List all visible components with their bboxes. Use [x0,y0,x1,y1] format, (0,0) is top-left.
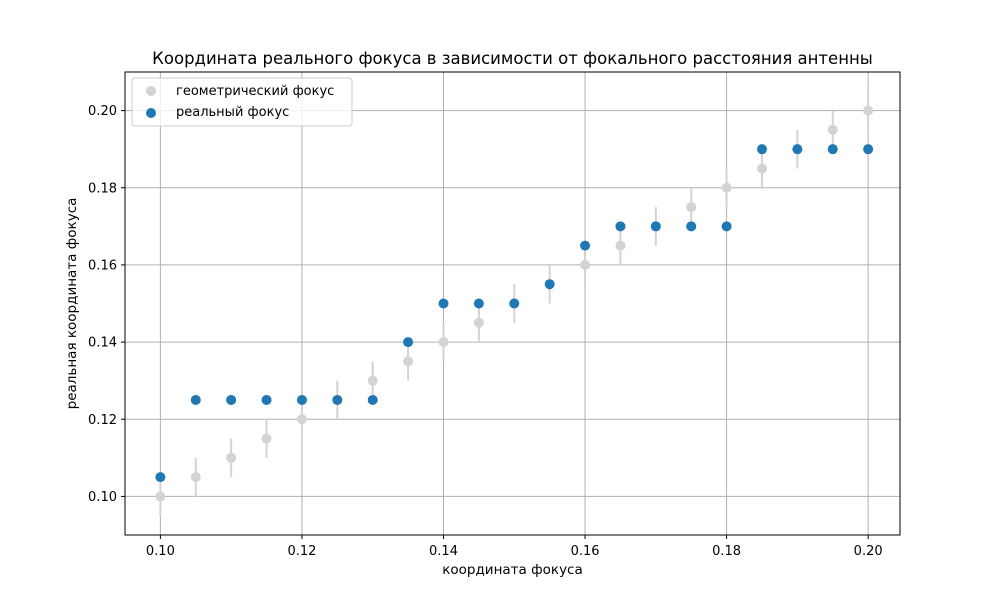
geometric-focus-point [155,491,166,502]
geometric-focus-point [473,317,484,328]
axes-frame [124,71,901,536]
legend: геометрический фокус реальный фокус [131,77,353,127]
x-tick-label: 0.16 [571,544,600,559]
geometric-focus-point [756,163,767,174]
x-tick-label: 0.14 [429,544,458,559]
y-tick-label: 0.20 [88,104,117,119]
real-focus-point [367,394,378,405]
x-tick-label: 0.12 [287,544,316,559]
geometric-focus-point [190,472,201,483]
real-focus-point [296,394,307,405]
geometric-focus-point [367,375,378,386]
x-axis-ticks: 0.10 0.12 0.14 0.16 0.18 0.20 [146,535,883,559]
y-axis-label: реальная координата фокуса [64,198,80,410]
real-focus-point [155,472,166,483]
real-focus-point [473,298,484,309]
x-tick-label: 0.10 [146,544,175,559]
legend-label-geometric-focus: геометрический фокус [176,84,334,99]
series-real-focus [155,144,874,483]
geometric-focus-point [580,259,591,270]
real-focus-point [509,298,520,309]
real-focus-point [650,221,661,232]
geometric-focus-point [686,202,697,213]
legend-box [131,77,353,127]
geometric-focus-point [721,182,732,193]
real-focus-point [438,298,449,309]
y-tick-label: 0.14 [88,336,117,351]
real-focus-point [580,240,591,251]
geometric-focus-point [296,414,307,425]
real-focus-point [863,144,874,155]
geometric-focus-point [438,337,449,348]
y-tick-label: 0.10 [88,490,117,505]
geometric-focus-point [863,105,874,116]
real-focus-point [827,144,838,155]
real-focus-point [544,279,555,290]
y-axis-ticks: 0.10 0.12 0.14 0.16 0.18 0.20 [88,104,125,505]
geometric-focus-point [615,240,626,251]
geometric-focus-point [261,433,272,444]
real-focus-point [686,221,697,232]
legend-label-real-focus: реальный фокус [176,105,289,120]
real-focus-point [792,144,803,155]
legend-marker-geometric-focus [146,86,156,96]
real-focus-point [615,221,626,232]
geometric-focus-point [226,452,237,463]
x-axis-label: координата фокуса [442,562,583,578]
real-focus-point [756,144,767,155]
real-focus-point [226,394,237,405]
real-focus-point [261,394,272,405]
legend-marker-real-focus [146,108,156,118]
real-focus-point [332,394,343,405]
x-tick-label: 0.18 [712,544,741,559]
chart-title: Координата реального фокуса в зависимост… [152,49,873,68]
geometric-focus-point [403,356,414,367]
geometric-focus-point [827,124,838,135]
y-tick-label: 0.12 [88,413,117,428]
real-focus-point [403,337,414,348]
real-focus-point [721,221,732,232]
real-focus-point [190,394,201,405]
y-tick-label: 0.18 [88,181,117,196]
y-tick-label: 0.16 [88,258,117,273]
x-tick-label: 0.20 [854,544,883,559]
